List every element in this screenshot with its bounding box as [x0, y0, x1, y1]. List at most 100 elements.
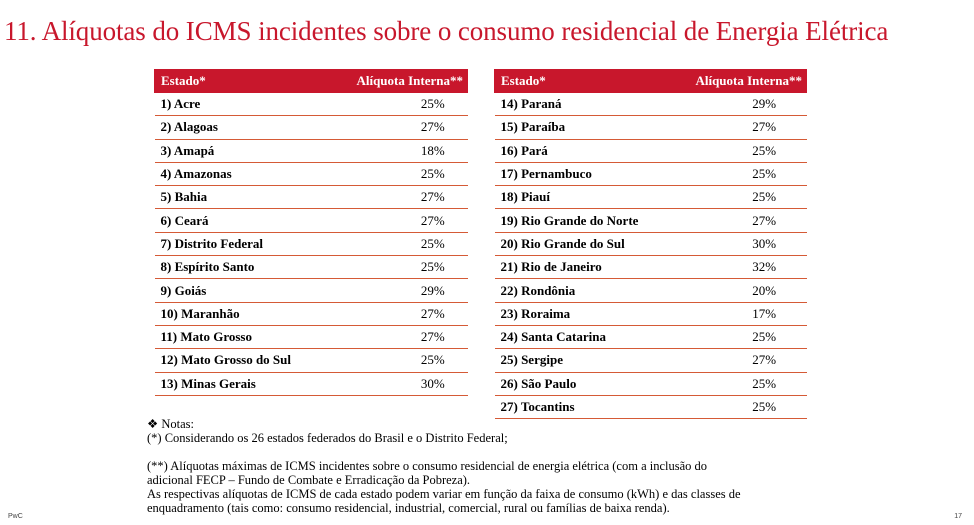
- state-name-cell: 12) Mato Grosso do Sul: [154, 348, 315, 373]
- table-row: 10) Maranhão 27%: [154, 302, 468, 326]
- state-name-cell: 18) Piauí: [494, 185, 667, 210]
- state-name-cell: 19) Rio Grande do Norte: [494, 208, 667, 233]
- table-row: 16) Pará 25%: [494, 139, 807, 163]
- state-name-cell: 2) Alagoas: [154, 115, 315, 140]
- note-states: (*) Considerando os 26 estados federados…: [147, 431, 508, 445]
- table-header-row: Estado* Alíquota Interna**: [494, 69, 808, 93]
- table-row: 7) Distrito Federal 25%: [154, 232, 468, 257]
- state-name-cell: 7) Distrito Federal: [154, 232, 315, 257]
- state-name-cell: 21) Rio de Janeiro: [494, 255, 667, 280]
- table-row: 3) Amapá 18%: [154, 139, 468, 163]
- tax-rate-cell: 27%: [666, 208, 807, 233]
- state-name-cell: 17) Pernambuco: [494, 162, 667, 187]
- tax-rate-cell: 25%: [314, 92, 468, 117]
- note-max-rates-line2: adicional FECP – Fundo de Combate e Erra…: [147, 473, 471, 487]
- state-name-cell: 26) São Paulo: [494, 372, 667, 396]
- state-name-cell: 13) Minas Gerais: [154, 372, 315, 396]
- table-row: 18) Piauí 25%: [494, 185, 807, 210]
- table-row: 1) Acre 25%: [154, 92, 468, 117]
- column-header-rate: Alíquota Interna**: [314, 69, 468, 93]
- footer-brand: PwC: [8, 513, 23, 520]
- state-name-cell: 6) Ceará: [154, 208, 315, 233]
- table-row: 2) Alagoas 27%: [154, 115, 468, 140]
- state-name-cell: 25) Sergipe: [494, 348, 667, 373]
- state-name-cell: 9) Goiás: [154, 278, 315, 303]
- column-header-state: Estado*: [153, 69, 316, 93]
- tax-rate-cell: 25%: [666, 139, 807, 163]
- tax-rate-cell: 27%: [666, 115, 807, 140]
- note-variation-line2: enquadramento (tais como: consumo reside…: [147, 501, 670, 515]
- state-name-cell: 4) Amazonas: [154, 162, 315, 187]
- table-row: 21) Rio de Janeiro 32%: [494, 255, 807, 280]
- state-name-cell: 24) Santa Catarina: [494, 325, 667, 350]
- tax-rate-cell: 29%: [314, 278, 468, 303]
- table-row: 15) Paraíba 27%: [494, 115, 807, 140]
- state-name-cell: 22) Rondônia: [494, 278, 667, 303]
- table-row: 13) Minas Gerais 30%: [154, 372, 468, 396]
- tax-rate-cell: 25%: [666, 395, 807, 420]
- column-header-state: Estado*: [494, 69, 667, 93]
- state-name-cell: 15) Paraíba: [494, 115, 667, 140]
- state-name-cell: 3) Amapá: [154, 139, 315, 163]
- tax-rate-cell: 29%: [666, 92, 807, 117]
- table-row: 8) Espírito Santo 25%: [154, 255, 468, 280]
- state-name-cell: 20) Rio Grande do Sul: [494, 232, 667, 257]
- notes-section: ❖ Notas: (*) Considerando os 26 estados …: [147, 417, 837, 515]
- tax-rate-cell: 25%: [314, 162, 468, 187]
- tax-rate-cell: 17%: [666, 302, 807, 326]
- table-row: 9) Goiás 29%: [154, 278, 468, 303]
- tax-rate-cell: 25%: [666, 185, 807, 210]
- tax-rate-cell: 32%: [666, 255, 807, 280]
- state-name-cell: 16) Pará: [494, 139, 667, 163]
- tax-rate-cell: 27%: [314, 208, 468, 233]
- table-row: 17) Pernambuco 25%: [494, 162, 807, 187]
- table-row: 26) São Paulo 25%: [494, 372, 807, 396]
- table-row: 6) Ceará 27%: [154, 208, 468, 233]
- table-row: 11) Mato Grosso 27%: [154, 325, 468, 350]
- state-name-cell: 8) Espírito Santo: [154, 255, 315, 280]
- table-row: 12) Mato Grosso do Sul 25%: [154, 348, 468, 373]
- table-row: 23) Roraima 17%: [494, 302, 807, 326]
- state-name-cell: 10) Maranhão: [154, 302, 315, 326]
- table-header-row: Estado* Alíquota Interna**: [153, 69, 468, 93]
- page-title: 11. Alíquotas do ICMS incidentes sobre o…: [4, 16, 889, 46]
- table-row: 14) Paraná 29%: [494, 92, 807, 117]
- table-row: 22) Rondônia 20%: [494, 278, 807, 303]
- table-row: 19) Rio Grande do Norte 27%: [494, 208, 807, 233]
- tax-rate-cell: 27%: [666, 348, 807, 373]
- tax-rate-cell: 25%: [314, 348, 468, 373]
- state-name-cell: 11) Mato Grosso: [154, 325, 315, 350]
- tax-rate-cell: 25%: [314, 232, 468, 257]
- table-row: 20) Rio Grande do Sul 30%: [494, 232, 807, 257]
- table-row: 4) Amazonas 25%: [154, 162, 468, 187]
- state-name-cell: 23) Roraima: [494, 302, 667, 326]
- tax-rate-cell: 25%: [314, 255, 468, 280]
- state-name-cell: 27) Tocantins: [494, 395, 667, 420]
- state-name-cell: 5) Bahia: [154, 185, 315, 210]
- state-name-cell: 1) Acre: [154, 92, 315, 117]
- table-body-right: 14) Paraná 29% 15) Paraíba 27% 16) Pará 25% 17…: [494, 92, 807, 420]
- table-row: 24) Santa Catarina 25%: [494, 325, 807, 350]
- page-number: 17: [954, 513, 962, 520]
- table-body-left: 1) Acre 25% 2) Alagoas 27% 3) Amapá 18% 4) Ama…: [154, 92, 468, 396]
- note-max-rates-line1: (**) Alíquotas máximas de ICMS incidente…: [147, 459, 708, 473]
- tax-rate-cell: 27%: [314, 115, 468, 140]
- tax-rate-cell: 27%: [314, 325, 468, 350]
- tax-rate-cell: 27%: [314, 302, 468, 326]
- table-row: 27) Tocantins 25%: [494, 395, 807, 420]
- icms-table-right: Estado* Alíquota Interna** 14) Paraná 29%…: [494, 69, 808, 420]
- tax-rate-cell: 25%: [666, 162, 807, 187]
- icms-table-left: Estado* Alíquota Interna** 1) Acre 25% 2) …: [153, 69, 468, 396]
- tax-rate-cell: 18%: [314, 139, 468, 163]
- column-header-rate: Alíquota Interna**: [665, 69, 808, 93]
- state-name-cell: 14) Paraná: [494, 92, 667, 117]
- tax-rate-cell: 30%: [666, 232, 807, 257]
- tax-rate-cell: 25%: [666, 325, 807, 350]
- tax-rate-cell: 27%: [314, 185, 468, 210]
- tax-rate-cell: 20%: [666, 278, 807, 303]
- note-variation-line1: As respectivas alíquotas de ICMS de cada…: [147, 487, 741, 501]
- tax-rate-cell: 30%: [314, 372, 468, 396]
- tax-rate-cell: 25%: [666, 372, 807, 396]
- table-row: 5) Bahia 27%: [154, 185, 468, 210]
- table-row: 25) Sergipe 27%: [494, 348, 807, 373]
